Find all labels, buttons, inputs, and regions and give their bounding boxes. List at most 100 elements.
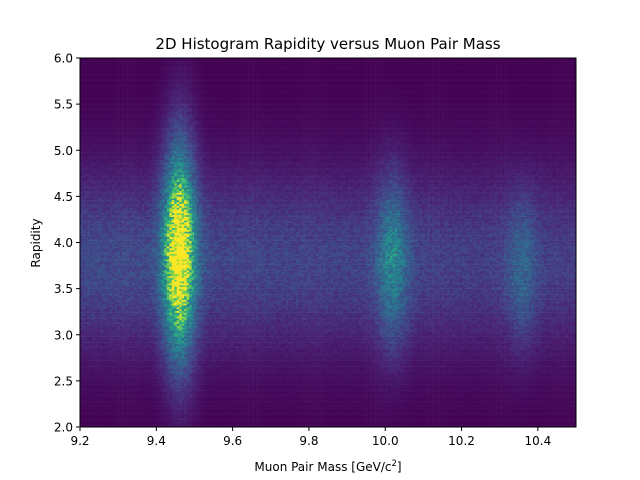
heatmap-cell [144,397,147,399]
heatmap-cell [479,399,482,401]
heatmap-cell [92,412,95,414]
heatmap-cell [182,421,185,423]
heatmap-cell [306,418,309,420]
heatmap-cell [164,412,167,414]
heatmap-cell [477,409,480,411]
heatmap-cell [249,405,252,407]
heatmap-cell [291,418,294,420]
heatmap-cell [125,418,128,420]
heatmap-cell [199,407,202,409]
heatmap-cell [229,420,232,422]
heatmap-cell [412,403,415,405]
heatmap-cell [288,418,291,420]
heatmap-cell [375,420,378,422]
heatmap-cell [303,410,306,412]
heatmap-cell [271,414,274,416]
heatmap-cell [519,410,522,412]
heatmap-cell [452,410,455,412]
heatmap-cell [529,416,532,418]
heatmap-cell [375,407,378,409]
heatmap-cell [172,418,175,420]
heatmap-cell [318,423,321,425]
heatmap-cell [296,407,299,409]
heatmap-cell [311,399,314,401]
heatmap-cell [447,397,450,399]
heatmap-cell [504,414,507,416]
heatmap-cell [105,420,108,422]
heatmap-cell [291,416,294,418]
heatmap-cell [400,420,403,422]
heatmap-cell [561,401,564,403]
heatmap-cell [425,416,428,418]
heatmap-cell [149,420,152,422]
heatmap-cell [189,407,192,409]
heatmap-cell [206,397,209,399]
heatmap-cell [316,409,319,411]
heatmap-cell [472,410,475,412]
heatmap-cell [549,418,552,420]
heatmap-cell [224,421,227,423]
heatmap-cell [422,405,425,407]
heatmap-cell [504,421,507,423]
heatmap-cell [216,421,219,423]
heatmap-cell [117,407,120,409]
heatmap-cell [226,399,229,401]
heatmap-cell [457,410,460,412]
heatmap-cell [521,399,524,401]
heatmap-cell [397,420,400,422]
heatmap-cell [566,399,569,401]
heatmap-cell [492,421,495,423]
heatmap-cell [363,403,366,405]
heatmap-cell [497,423,500,425]
heatmap-cell [157,418,160,420]
heatmap-cell [254,401,257,403]
heatmap-cell [566,407,569,409]
heatmap-cell [459,407,462,409]
heatmap-cell [472,403,475,405]
heatmap-cell [440,403,443,405]
heatmap-cell [105,423,108,425]
heatmap-cell [392,409,395,411]
heatmap-cell [311,420,314,422]
heatmap-cell [266,423,269,425]
heatmap-cell [234,407,237,409]
heatmap-cell [224,410,227,412]
heatmap-cell [415,414,418,416]
heatmap-cell [177,407,180,409]
heatmap-cell [172,401,175,403]
heatmap-cell [246,403,249,405]
heatmap-cell [273,423,276,425]
heatmap-cell [231,403,234,405]
heatmap-cell [487,420,490,422]
heatmap-cell [92,420,95,422]
heatmap-cell [330,399,333,401]
heatmap-cell [350,423,353,425]
heatmap-cell [407,423,410,425]
heatmap-cell [526,416,529,418]
heatmap-cell [464,421,467,423]
heatmap-cell [388,418,391,420]
heatmap-cell [447,421,450,423]
heatmap-cell [363,405,366,407]
heatmap-cell [507,403,510,405]
heatmap-cell [526,409,529,411]
heatmap-cell [345,416,348,418]
heatmap-cell [241,410,244,412]
heatmap-cell [204,414,207,416]
heatmap-cell [283,418,286,420]
heatmap-cell [487,416,490,418]
heatmap-cell [154,421,157,423]
heatmap-cell [457,414,460,416]
heatmap-cell [326,405,329,407]
heatmap-cell [457,405,460,407]
heatmap-cell [306,401,309,403]
heatmap-cell [385,414,388,416]
heatmap-cell [120,401,123,403]
heatmap-cell [375,416,378,418]
heatmap-cell [206,399,209,401]
heatmap-cell [469,420,472,422]
heatmap-cell [226,416,229,418]
heatmap-cell [546,423,549,425]
heatmap-cell [561,407,564,409]
heatmap-cell [82,409,85,411]
